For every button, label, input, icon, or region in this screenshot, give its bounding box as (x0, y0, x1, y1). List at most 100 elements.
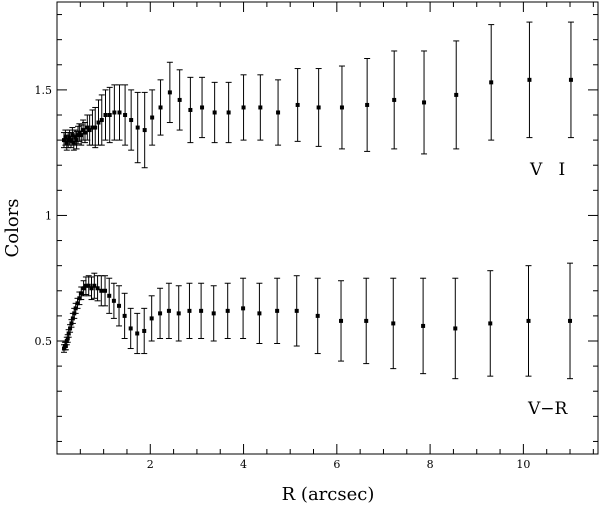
data-point-vr (149, 316, 154, 321)
data-point-vr (158, 311, 163, 316)
data-point-vi (67, 135, 72, 140)
x-tick-label: 10 (516, 458, 530, 471)
data-point-vi (99, 118, 104, 123)
data-point-vi (167, 90, 172, 95)
data-point-vi (61, 138, 66, 143)
data-point-vi (103, 113, 108, 117)
data-point-vi (489, 80, 494, 85)
data-point-vr (64, 339, 69, 343)
data-point-vi (212, 110, 217, 115)
series-label-vi: V I (529, 160, 565, 180)
data-point-vi (93, 125, 98, 130)
data-point-vr (70, 316, 75, 321)
data-point-vi (454, 92, 459, 97)
data-point-vr (122, 313, 127, 318)
data-point-vi (295, 102, 300, 107)
data-point-vi (188, 107, 193, 112)
data-point-vi (142, 128, 147, 133)
error-bars (60, 21, 574, 380)
data-point-vr (61, 346, 66, 351)
data-point-vi (73, 135, 78, 140)
data-point-vi (74, 138, 79, 143)
x-tick-label: 4 (240, 458, 247, 471)
data-point-vr (103, 288, 108, 293)
data-point-vr (391, 321, 396, 326)
data-point-vr (77, 296, 82, 301)
data-point-vr (92, 283, 97, 288)
data-point-vr (241, 306, 246, 311)
data-point-vi (68, 138, 73, 143)
data-point-vr (117, 303, 122, 308)
data-point-vr (315, 313, 320, 318)
data-point-vr (73, 306, 78, 311)
data-point-vi (258, 105, 263, 110)
data-point-vr (275, 308, 280, 313)
data-point-vi (392, 97, 397, 102)
data-point-vi (70, 133, 75, 138)
data-point-vi (96, 120, 101, 125)
data-point-vi (200, 105, 205, 110)
x-tick-label: 6 (333, 458, 340, 471)
data-point-vr (526, 318, 531, 323)
y-tick-label: 0.5 (35, 335, 53, 348)
data-point-vi (177, 97, 182, 102)
data-point-vr (568, 318, 573, 323)
data-point-vr (95, 286, 100, 291)
data-point-vi (123, 113, 128, 117)
data-point-vr (176, 311, 181, 316)
data-point-vi (241, 105, 246, 110)
data-point-vi (276, 110, 281, 115)
data-point-vi (339, 105, 344, 110)
data-point-vr (364, 318, 369, 323)
data-point-vr (166, 308, 171, 313)
data-point-vr (257, 311, 262, 316)
data-point-vr (294, 308, 299, 313)
data-point-vr (72, 311, 77, 316)
data-point-vr (339, 318, 344, 323)
data-point-vr (81, 286, 86, 291)
data-point-vr (142, 328, 147, 333)
data-point-vi (66, 138, 71, 143)
data-point-vr (211, 311, 216, 316)
data-point-vi (90, 125, 95, 130)
data-point-vi (63, 135, 68, 140)
data-point-vi (568, 77, 573, 82)
x-tick-label: 2 (147, 458, 154, 471)
data-point-vr (107, 293, 112, 298)
data-point-vr (86, 283, 91, 288)
data-point-vi (129, 118, 134, 123)
data-point-vi (107, 113, 112, 117)
data-point-vr (99, 288, 104, 293)
data-point-vi (82, 130, 87, 135)
data-point-vr (111, 298, 116, 303)
data-point-vi (77, 130, 82, 135)
x-axis-title: R (arcsec) (282, 484, 375, 505)
data-point-vr (128, 326, 133, 331)
data-point-vi (117, 110, 122, 115)
x-tick-label: 8 (427, 458, 434, 471)
data-points (61, 77, 573, 351)
data-point-vr (63, 344, 68, 349)
data-point-vi (150, 115, 155, 120)
data-point-vr (79, 291, 84, 296)
data-point-vi (135, 125, 140, 130)
tick-labels: 2 4 6 8 10 0.5 1 1.5 (35, 84, 531, 471)
data-point-vr (65, 336, 70, 341)
data-point-vr (69, 321, 74, 326)
data-point-vr (488, 321, 493, 326)
data-point-vr (199, 308, 204, 313)
data-point-vr (225, 308, 230, 313)
data-point-vi (64, 140, 69, 145)
y-axis-title: Colors (2, 198, 23, 257)
data-point-vi (79, 133, 84, 138)
y-tick-label: 1 (45, 209, 52, 222)
data-point-vr (453, 326, 458, 331)
data-point-vr (89, 286, 94, 291)
data-point-vi (75, 133, 80, 138)
series-label-vr: V−R (527, 399, 569, 419)
data-point-vi (112, 110, 117, 115)
data-point-vi (85, 125, 90, 130)
data-point-vi (365, 102, 370, 107)
data-point-vi (81, 128, 86, 133)
